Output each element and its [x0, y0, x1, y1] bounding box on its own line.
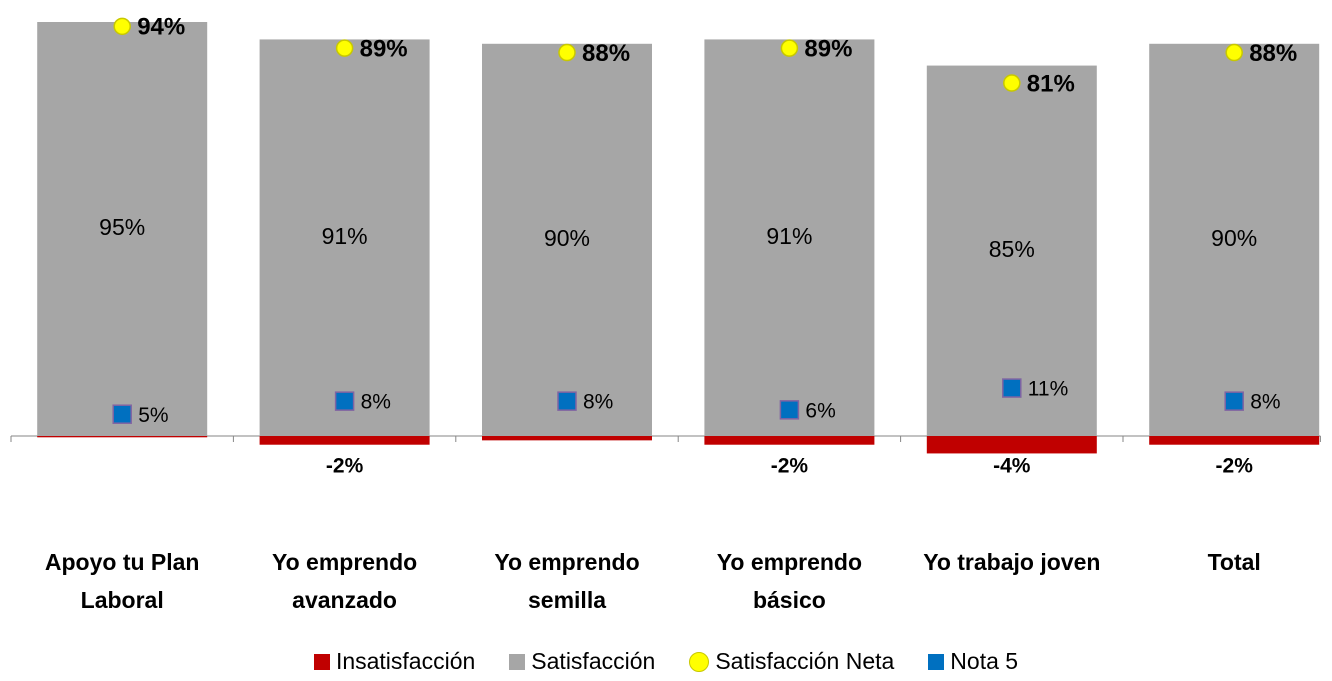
point-marker [334, 391, 355, 411]
data-label: 11% [1028, 378, 1068, 401]
bar [37, 22, 208, 436]
point-marker [1225, 43, 1243, 62]
data-label: 8% [583, 391, 613, 414]
legend-label: Satisfacción [531, 648, 656, 674]
point-marker [1224, 391, 1244, 411]
legend-swatch [509, 653, 526, 670]
bar [37, 436, 208, 438]
point-marker [335, 39, 354, 57]
data-label: 89% [360, 35, 408, 62]
data-label: 85% [989, 236, 1035, 262]
data-label: 88% [1249, 40, 1297, 67]
data-label: 88% [582, 40, 630, 67]
x-tick-label: Yo emprendo semilla [494, 549, 640, 613]
data-label: 8% [361, 391, 391, 414]
data-label: -2% [1216, 455, 1254, 478]
legend-item: Insatisfacción [313, 648, 476, 675]
data-label: 89% [804, 35, 852, 62]
point-marker [112, 404, 132, 424]
data-label: 91% [322, 223, 368, 249]
data-label: 6% [805, 399, 835, 422]
bar [482, 43, 652, 436]
bar [926, 65, 1097, 436]
legend-label: Nota 5 [950, 648, 1019, 674]
data-label: 81% [1027, 70, 1075, 97]
bar [704, 39, 875, 436]
point-marker [780, 39, 799, 57]
bar [259, 39, 430, 436]
x-tick-label: Yo trabajo joven [923, 549, 1101, 575]
point-marker [1002, 378, 1022, 398]
data-label: 8% [1250, 391, 1280, 414]
legend-label: Satisfacción Neta [715, 648, 895, 674]
bar [926, 436, 1097, 454]
bar [1149, 436, 1320, 445]
x-tick-label: Yo emprendo avanzado [271, 549, 418, 613]
legend-item: Satisfacción [509, 648, 655, 675]
bar [482, 436, 652, 441]
bar [1149, 43, 1320, 436]
data-label: -2% [771, 455, 809, 478]
legend-label: Insatisfacción [335, 648, 476, 674]
point-marker [557, 391, 577, 411]
data-label: 90% [544, 225, 590, 251]
bar [259, 436, 430, 445]
data-label: 91% [766, 223, 812, 249]
x-tick-label: Total [1207, 549, 1261, 575]
point-marker [779, 400, 800, 420]
data-label: 95% [99, 214, 145, 240]
point-marker [558, 43, 576, 62]
legend-item: Nota 5 [928, 648, 1018, 675]
data-label: 5% [138, 404, 168, 427]
point-marker [113, 17, 131, 36]
point-marker [1003, 74, 1021, 92]
data-label: 94% [137, 14, 185, 41]
legend-swatch [689, 651, 710, 672]
x-tick-label: Apoyo tu Plan Laboral [44, 549, 200, 613]
data-label: -2% [326, 455, 364, 478]
legend-swatch [928, 653, 945, 670]
legend-item: Satisfacción Neta [689, 648, 894, 675]
legend: Insatisfacción Satisfacción Satisfacción N… [0, 648, 1332, 675]
x-tick-label: Yo emprendo básico [716, 549, 863, 613]
data-label: -4% [993, 455, 1031, 478]
bar [704, 436, 875, 445]
data-label: 90% [1211, 225, 1257, 251]
legend-swatch [313, 653, 330, 670]
